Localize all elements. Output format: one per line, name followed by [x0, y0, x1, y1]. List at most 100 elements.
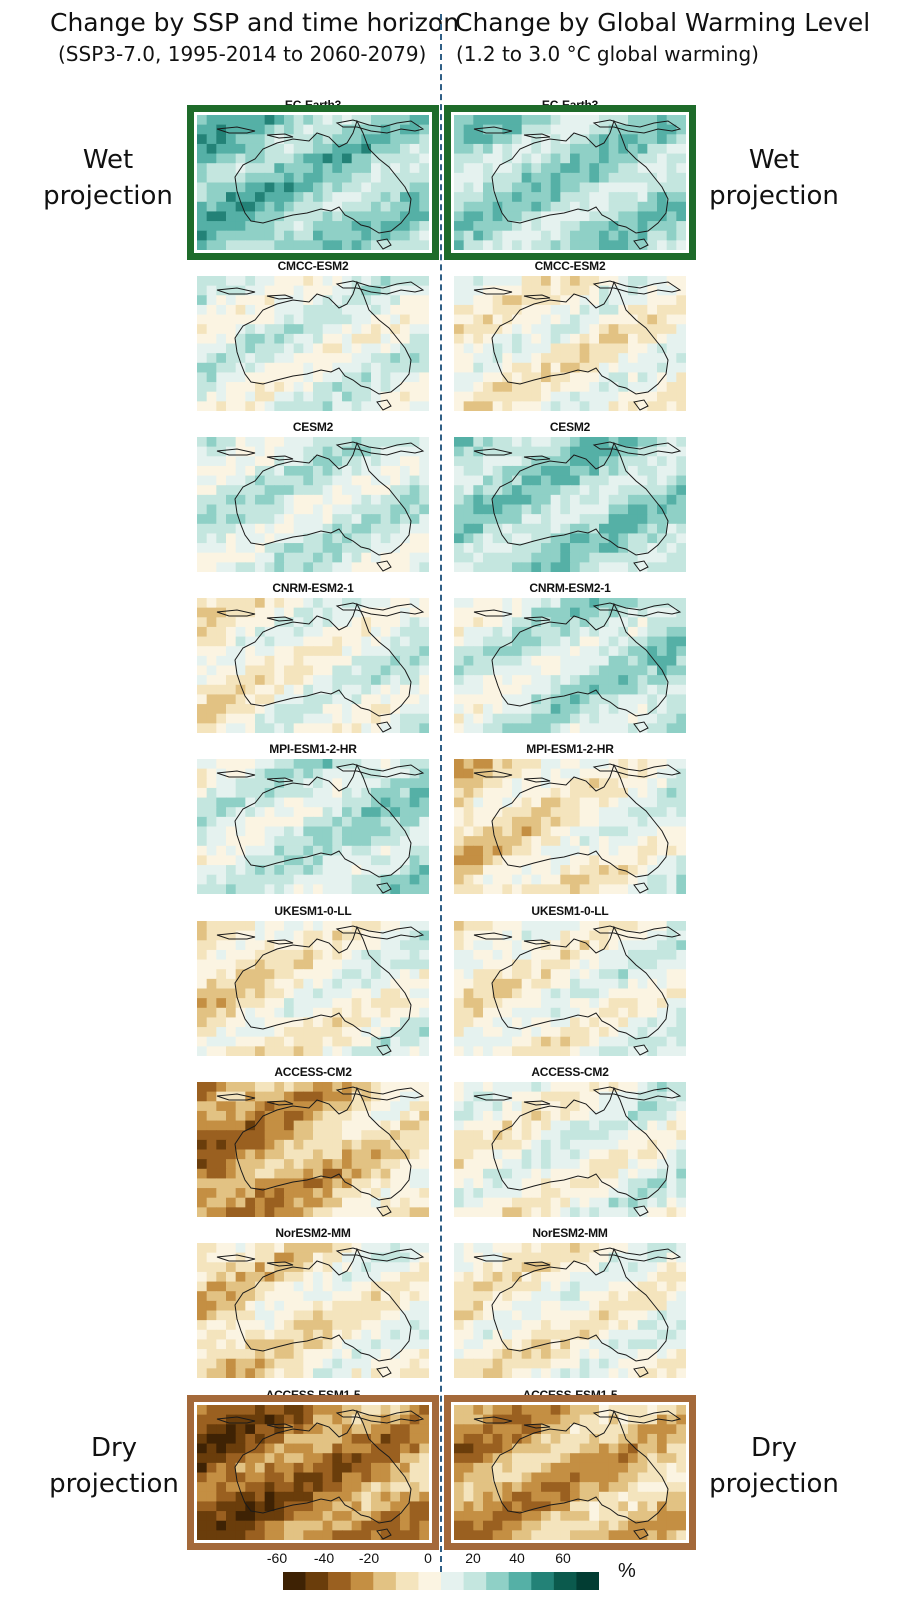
colorbar-swatch [463, 1572, 487, 1590]
wet-label-right-line1: Wet [748, 145, 800, 175]
coastline [592, 763, 682, 778]
precip-change-map [454, 759, 687, 895]
coastline [216, 1093, 256, 1101]
grid-cells [197, 759, 430, 895]
map-panel: EC-Earth3 [187, 98, 439, 260]
grid-cells [197, 598, 430, 734]
coastline [266, 133, 294, 139]
grid-cells [197, 115, 430, 251]
colorbar-swatch [395, 1572, 419, 1590]
coastline [523, 616, 551, 622]
coastline [335, 1409, 425, 1424]
map-panel: NorESM2-MM [454, 1226, 687, 1379]
coastline [592, 1086, 682, 1101]
map-panel: CESM2 [197, 420, 430, 573]
australia-outline [491, 1409, 669, 1524]
coastline [266, 294, 294, 300]
coastline [266, 455, 294, 461]
grid-cells [197, 1405, 430, 1541]
australia-outline [234, 925, 412, 1040]
tasmania-outline [376, 1044, 392, 1056]
coastline [592, 925, 682, 940]
grid-cells [454, 759, 687, 895]
right-column-title: Change by Global Warming Level [455, 8, 871, 37]
map-panel: UKESM1-0-LL [197, 904, 430, 1057]
dry-label-right: Dry projection [694, 1430, 854, 1502]
map-panel: EC-Earth3 [444, 98, 696, 260]
coastline [523, 455, 551, 461]
tasmania-outline [633, 238, 649, 250]
colorbar-swatch [576, 1572, 599, 1590]
coastline [335, 119, 425, 134]
grid-cells [454, 437, 687, 573]
tasmania-outline [633, 1044, 649, 1056]
precip-change-map [454, 921, 687, 1057]
coastline [523, 1100, 551, 1106]
coastline [216, 1416, 256, 1424]
australia-outline [234, 763, 412, 878]
australia-outline [491, 280, 669, 395]
model-title: NorESM2-MM [532, 1226, 608, 1240]
colorbar-swatch [553, 1572, 577, 1590]
dry-label-left-line1: Dry [90, 1433, 138, 1463]
tasmania-outline [633, 560, 649, 572]
model-title: CESM2 [549, 420, 591, 434]
coastline [523, 939, 551, 945]
model-title: ACCESS-CM2 [274, 1065, 352, 1079]
precip-change-map [454, 1082, 687, 1218]
grid-cells [454, 1082, 687, 1218]
colorbar-swatch [305, 1572, 329, 1590]
coastline [473, 770, 513, 778]
australia-outline [234, 1086, 412, 1201]
coastline [473, 448, 513, 456]
colorbar-tick-label: -20 [358, 1550, 380, 1566]
colorbar-tick-label: 40 [509, 1550, 525, 1566]
tasmania-outline [633, 1528, 649, 1540]
dry-projection-frame [444, 1395, 696, 1550]
wet-label-left-line2: projection [43, 181, 173, 211]
tasmania-outline [376, 238, 392, 250]
colorbar-unit: % [618, 1560, 636, 1582]
grid-cells [454, 276, 687, 412]
precip-change-map [197, 1405, 430, 1541]
grid-cells [197, 437, 430, 573]
grid-cells [197, 1243, 430, 1379]
map-panel: CNRM-ESM2-1 [454, 581, 687, 734]
wet-label-left-line1: Wet [82, 145, 134, 175]
tasmania-outline [633, 721, 649, 733]
map-panel: ACCESS-CM2 [454, 1065, 687, 1218]
tasmania-outline [376, 1528, 392, 1540]
precip-change-map [197, 921, 430, 1057]
model-title: NorESM2-MM [275, 1226, 351, 1240]
coastline [266, 616, 294, 622]
coastline [216, 287, 256, 295]
coastline [592, 1247, 682, 1262]
coastline [335, 280, 425, 295]
tasmania-outline [376, 1366, 392, 1378]
coastline [592, 1409, 682, 1424]
australia-outline [234, 280, 412, 395]
map-panel: ACCESS-CM2 [197, 1065, 430, 1218]
wet-label-right: Wet projection [694, 142, 854, 214]
colorbar-swatch [350, 1572, 374, 1590]
australia-outline [234, 1247, 412, 1362]
tasmania-outline [376, 882, 392, 894]
dry-label-left-line2: projection [49, 1469, 179, 1499]
map-panel: ACCESS-ESM1-5 [187, 1388, 439, 1550]
precip-change-map [454, 276, 687, 412]
map-panel: CNRM-ESM2-1 [197, 581, 430, 734]
colorbar-swatch [328, 1572, 352, 1590]
map-panel: ACCESS-ESM1-5 [444, 1388, 696, 1550]
colorbar-tick-label: -40 [313, 1550, 335, 1566]
coastline [473, 287, 513, 295]
model-title: CNRM-ESM2-1 [529, 581, 611, 595]
coastline [523, 133, 551, 139]
coastline [216, 448, 256, 456]
map-panel: CMCC-ESM2 [197, 259, 430, 412]
map-panel: UKESM1-0-LL [454, 904, 687, 1057]
tasmania-outline [376, 560, 392, 572]
map-panel: CMCC-ESM2 [454, 259, 687, 412]
precip-change-map [197, 115, 430, 251]
coastline [473, 609, 513, 617]
tasmania-outline [633, 399, 649, 411]
